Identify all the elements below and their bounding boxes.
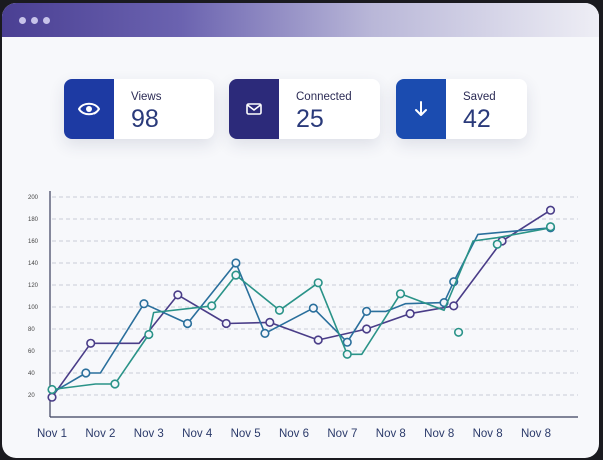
line-chart: 20 40 60 80 100 120 140 160 180 200 Nov 1 Nov 2 Nov … — [28, 191, 578, 440]
window-dot-2[interactable] — [31, 17, 38, 24]
data-point — [47, 392, 57, 402]
views-value: 98 — [131, 105, 159, 133]
app-window: Views 98 Connected 25 Saved 42 20 40 60 80 1… — [2, 3, 599, 458]
views-label: Views — [131, 91, 162, 103]
x-tick-label: Nov 7 — [327, 428, 357, 440]
data-point — [144, 329, 154, 340]
data-point — [545, 222, 556, 232]
connected-icon-box — [229, 79, 279, 139]
saved-label: Saved — [463, 91, 496, 103]
data-point — [182, 318, 193, 329]
x-tick-label: Nov 8 — [376, 428, 406, 440]
title-bar — [2, 3, 599, 37]
data-point — [231, 270, 241, 280]
saved-icon-box — [396, 79, 446, 139]
data-point — [139, 299, 149, 309]
data-point — [47, 384, 57, 395]
connected-value: 25 — [296, 105, 324, 133]
y-tick-label: 120 — [28, 283, 39, 289]
x-tick-label: Nov 1 — [37, 428, 67, 440]
data-point — [449, 301, 459, 311]
x-tick-label: Nov 8 — [473, 428, 503, 440]
x-tick-label: Nov 6 — [279, 428, 309, 440]
views-stat-card[interactable]: Views 98 — [64, 79, 214, 139]
y-tick-label: 160 — [28, 239, 39, 245]
y-tick-label: 180 — [28, 217, 39, 223]
x-tick-label: Nov 4 — [182, 428, 213, 440]
y-tick-label: 200 — [28, 195, 39, 201]
x-tick-label: Nov 8 — [521, 428, 551, 440]
connected-stat-card[interactable]: Connected 25 — [229, 79, 380, 139]
data-point — [231, 258, 241, 268]
saved-stat-card[interactable]: Saved 42 — [396, 79, 527, 139]
data-point — [313, 278, 323, 288]
x-tick-label: Nov 5 — [231, 428, 261, 440]
mail-icon — [246, 103, 262, 115]
data-point — [405, 309, 415, 319]
data-point — [86, 338, 96, 348]
saved-value: 42 — [463, 105, 491, 133]
x-tick-label: Nov 3 — [134, 428, 164, 440]
y-tick-label: 60 — [28, 349, 35, 355]
data-point — [265, 317, 275, 328]
arrow-down-icon — [415, 101, 427, 116]
window-controls — [19, 17, 50, 24]
data-point — [395, 289, 406, 299]
data-point — [173, 290, 183, 300]
data-point — [342, 349, 352, 359]
views-icon-box — [64, 79, 114, 139]
data-point — [207, 301, 217, 311]
x-tick-label: Nov 2 — [85, 428, 115, 440]
data-point — [313, 335, 323, 345]
x-tick-label: Nov 8 — [424, 428, 454, 440]
data-point — [342, 337, 352, 347]
data-point — [81, 368, 91, 378]
data-point — [362, 324, 372, 334]
window-dot-3[interactable] — [43, 17, 50, 24]
data-point — [453, 327, 464, 337]
window-dot-1[interactable] — [19, 17, 26, 24]
y-tick-label: 100 — [28, 305, 39, 311]
data-point — [274, 305, 285, 315]
data-point — [110, 379, 120, 389]
data-point — [308, 303, 318, 313]
series-line — [51, 227, 551, 391]
y-tick-label: 40 — [28, 371, 35, 377]
y-tick-label: 20 — [28, 393, 35, 399]
data-point — [221, 318, 231, 329]
connected-label: Connected — [296, 91, 352, 103]
eye-icon — [78, 102, 100, 116]
data-point — [260, 328, 270, 339]
y-tick-label: 80 — [28, 327, 35, 333]
y-tick-label: 140 — [28, 261, 39, 267]
data-point — [362, 306, 372, 317]
data-point — [492, 239, 502, 249]
data-point — [545, 205, 556, 215]
